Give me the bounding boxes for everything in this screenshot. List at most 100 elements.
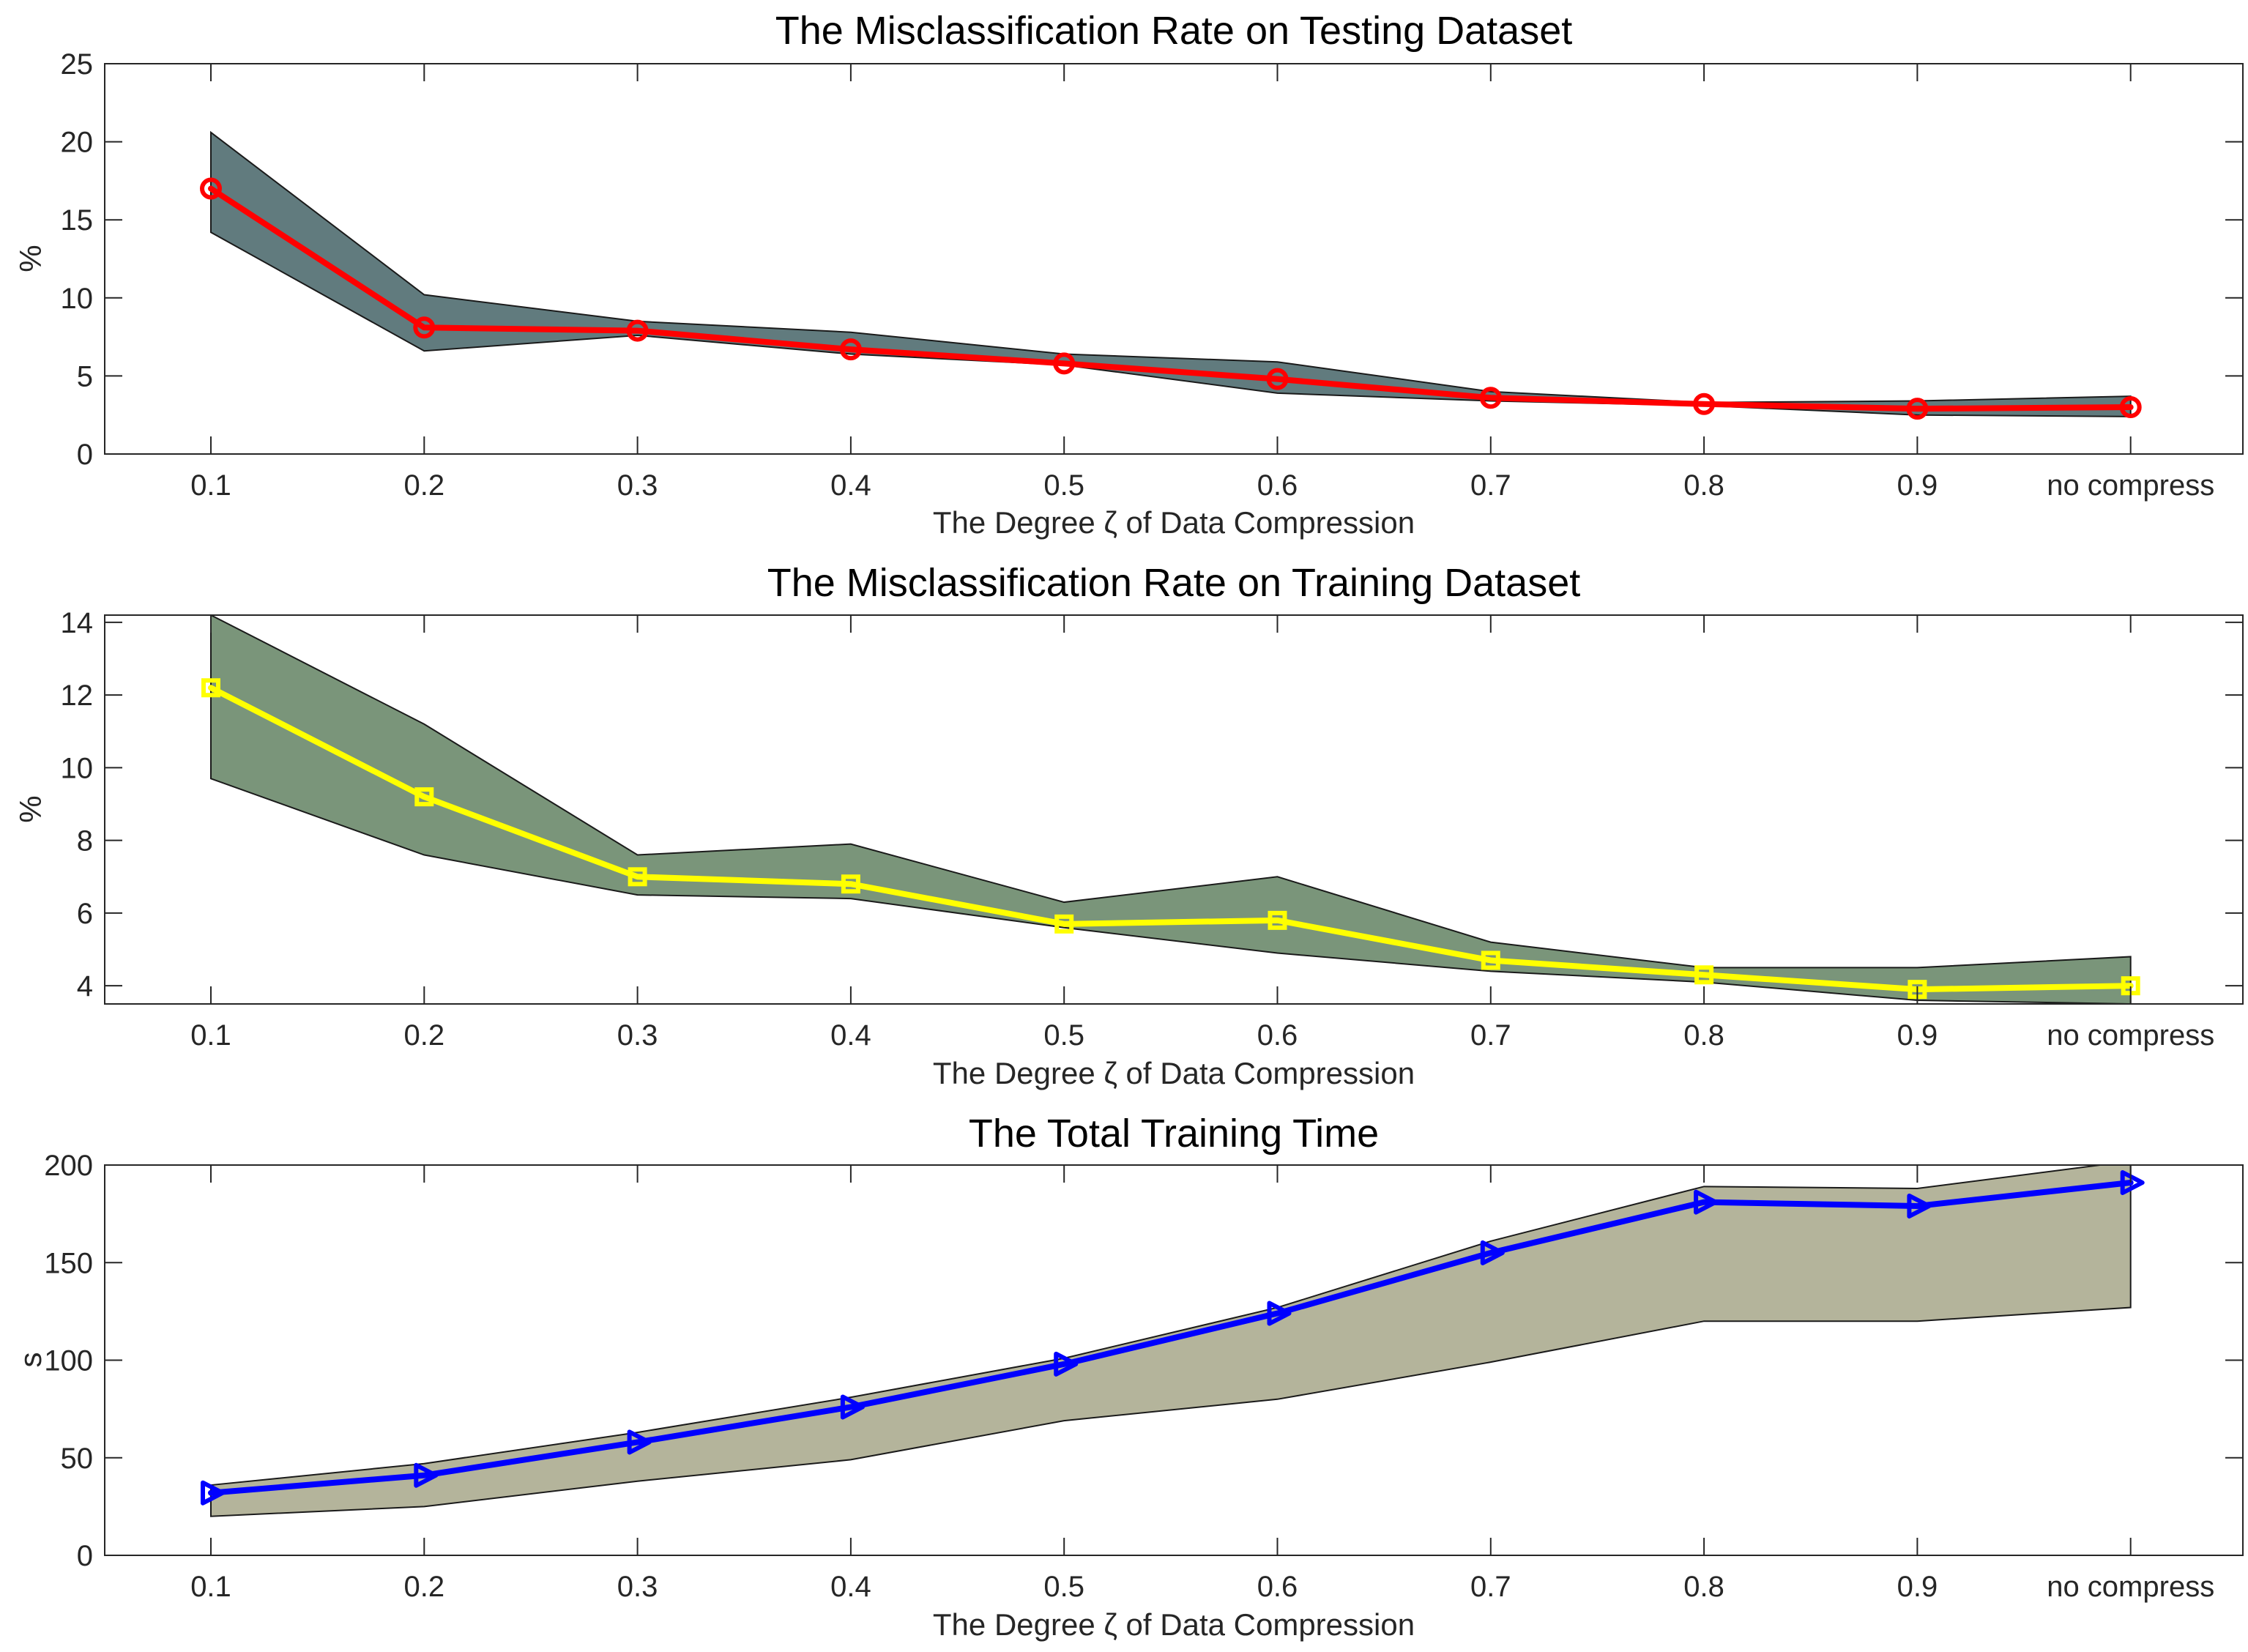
data-point bbox=[201, 1480, 225, 1506]
plot-area bbox=[200, 130, 2142, 420]
y-axis: 4 6 8 10 12 14 bbox=[61, 607, 2243, 1002]
data-point bbox=[626, 319, 649, 342]
y-axis: 0 50 100 150 200 bbox=[44, 1150, 2243, 1572]
chart-training: The Misclassification Rate on Training D… bbox=[13, 561, 2244, 1090]
data-point bbox=[1481, 950, 1500, 970]
y-tick-label: 12 bbox=[61, 680, 94, 712]
data-point bbox=[200, 177, 222, 200]
y-tick-label: 4 bbox=[77, 970, 93, 1002]
x-tick-label: 0.1 bbox=[190, 1019, 231, 1052]
x-tick-label: 0.4 bbox=[830, 1019, 871, 1052]
x-tick-label: 0.6 bbox=[1257, 469, 1298, 502]
chart-title: The Misclassification Rate on Training D… bbox=[767, 561, 1581, 605]
y-tick-label: 15 bbox=[61, 204, 94, 237]
y-tick-label: 150 bbox=[44, 1247, 93, 1279]
data-point bbox=[413, 316, 436, 339]
y-tick-label: 10 bbox=[61, 752, 94, 784]
data-point bbox=[1694, 1189, 1719, 1215]
x-tick-label: 0.2 bbox=[403, 469, 444, 502]
x-tick-label: no compress bbox=[2047, 1571, 2214, 1603]
x-axis-label: The Degree ζ of Data Compression bbox=[933, 1056, 1415, 1090]
chart-title: The Total Training Time bbox=[969, 1112, 1379, 1156]
x-tick-label: 0.7 bbox=[1470, 1571, 1511, 1603]
x-tick-label: 0.5 bbox=[1043, 469, 1084, 502]
y-tick-label: 10 bbox=[61, 283, 94, 315]
data-point bbox=[1054, 1351, 1079, 1377]
x-tick-label: 0.2 bbox=[403, 1571, 444, 1603]
data-point bbox=[1479, 387, 1502, 409]
data-point bbox=[628, 867, 647, 887]
axis-box bbox=[104, 63, 2244, 455]
y-axis-label: s bbox=[13, 1353, 48, 1368]
y-tick-label: 20 bbox=[61, 127, 94, 159]
x-tick-label: 0.8 bbox=[1683, 1019, 1724, 1052]
x-tick-label: no compress bbox=[2047, 1019, 2214, 1052]
data-point bbox=[1268, 910, 1287, 930]
x-tick-label: 0.8 bbox=[1683, 1571, 1724, 1603]
data-point bbox=[1694, 965, 1714, 985]
x-tick-label: 0.9 bbox=[1897, 469, 1938, 502]
series-line bbox=[208, 685, 2134, 993]
x-tick-label: 0.9 bbox=[1897, 1019, 1938, 1052]
y-axis: 0 5 10 15 20 25 bbox=[61, 48, 2243, 471]
x-tick-label: 0.5 bbox=[1043, 1571, 1084, 1603]
data-point bbox=[201, 678, 220, 698]
data-point bbox=[1907, 1193, 1932, 1218]
x-tick-label: 0.4 bbox=[830, 469, 871, 502]
chart-title: The Misclassification Rate on Testing Da… bbox=[775, 9, 1573, 53]
data-point bbox=[414, 787, 434, 807]
x-tick-label: 0.8 bbox=[1683, 469, 1724, 502]
x-tick-label: 0.2 bbox=[403, 1019, 444, 1052]
data-point bbox=[1480, 1240, 1505, 1265]
y-tick-label: 100 bbox=[44, 1345, 93, 1377]
series-line bbox=[208, 1179, 2134, 1496]
data-point bbox=[1266, 368, 1289, 390]
y-tick-label: 14 bbox=[61, 607, 94, 639]
x-tick-label: 0.3 bbox=[617, 1019, 658, 1052]
x-axis-label: The Degree ζ of Data Compression bbox=[933, 505, 1415, 540]
series-line bbox=[208, 185, 2134, 412]
y-tick-label: 200 bbox=[44, 1150, 93, 1182]
x-axis: 0.1 0.2 0.3 0.4 0.5 0.6 0.7 0.8 0.9 no compress bbox=[190, 1165, 2214, 1603]
x-axis-label: The Degree ζ of Data Compression bbox=[933, 1607, 1415, 1642]
plot-area bbox=[201, 1165, 2145, 1517]
x-tick-label: 0.6 bbox=[1257, 1571, 1298, 1603]
x-tick-label: 0.7 bbox=[1470, 469, 1511, 502]
x-axis: 0.1 0.2 0.3 0.4 0.5 0.6 0.7 0.8 0.9 no compress bbox=[190, 615, 2214, 1052]
x-tick-label: 0.5 bbox=[1043, 1019, 1084, 1052]
x-tick-label: 0.1 bbox=[190, 469, 231, 502]
data-point bbox=[1906, 398, 1929, 420]
y-tick-label: 0 bbox=[77, 1540, 93, 1572]
data-point bbox=[1054, 914, 1074, 934]
y-tick-label: 0 bbox=[77, 439, 93, 471]
y-axis-label: % bbox=[13, 795, 48, 822]
y-tick-label: 50 bbox=[61, 1443, 94, 1475]
y-tick-label: 8 bbox=[77, 825, 93, 857]
data-point bbox=[2119, 396, 2142, 419]
x-tick-label: 0.6 bbox=[1257, 1019, 1298, 1052]
data-point bbox=[1693, 392, 1716, 415]
data-point bbox=[839, 338, 862, 361]
x-tick-label: 0.3 bbox=[617, 469, 658, 502]
x-tick-label: 0.7 bbox=[1470, 1019, 1511, 1052]
y-axis-label: % bbox=[13, 245, 48, 272]
chart-time: The Total Training Time 0 50 100 150 200 0.1… bbox=[13, 1112, 2244, 1642]
axis-box bbox=[104, 614, 2244, 1005]
x-axis: 0.1 0.2 0.3 0.4 0.5 0.6 0.7 0.8 0.9 no compress bbox=[190, 64, 2214, 502]
y-tick-label: 25 bbox=[61, 48, 94, 81]
x-tick-label: 0.1 bbox=[190, 1571, 231, 1603]
y-tick-label: 5 bbox=[77, 360, 93, 392]
x-tick-label: no compress bbox=[2047, 469, 2214, 502]
data-point bbox=[2120, 1169, 2145, 1195]
data-point bbox=[1053, 352, 1076, 375]
data-point bbox=[414, 1462, 439, 1488]
data-point bbox=[840, 1394, 865, 1420]
x-tick-label: 0.4 bbox=[830, 1571, 871, 1603]
x-tick-label: 0.9 bbox=[1897, 1571, 1938, 1603]
x-tick-label: 0.3 bbox=[617, 1571, 658, 1603]
data-point bbox=[1267, 1301, 1292, 1326]
chart-testing: The Misclassification Rate on Testing Da… bbox=[13, 9, 2244, 540]
data-point bbox=[841, 874, 860, 894]
y-tick-label: 6 bbox=[77, 898, 93, 930]
